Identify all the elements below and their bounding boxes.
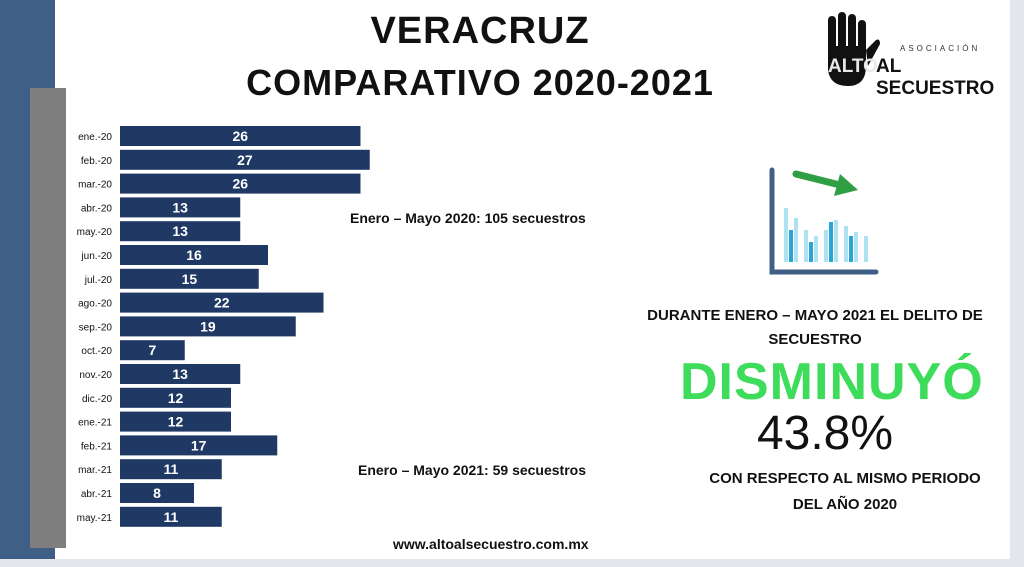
bar xyxy=(120,387,231,408)
category-label: dic.-20 xyxy=(82,394,112,405)
raised-hand-logo-icon xyxy=(828,12,880,86)
category-label: abr.-21 xyxy=(81,489,113,500)
bar xyxy=(120,316,296,337)
bar-value-label: 11 xyxy=(163,509,178,525)
decrease-percent: 43.8% xyxy=(756,407,894,460)
comparison-footer: CON RESPECTO AL MISMO PERIODO DEL AÑO 20… xyxy=(690,466,1000,518)
category-label: may.-20 xyxy=(77,227,113,238)
bar xyxy=(120,411,231,432)
category-label: ago.-20 xyxy=(78,299,112,310)
bottom-edge xyxy=(0,559,1024,567)
category-label: nov.-20 xyxy=(79,370,112,381)
footer-line-2: DEL AÑO 2020 xyxy=(792,496,898,513)
statement-line-2: SECUESTRO xyxy=(768,331,862,348)
bar-value-label: 17 xyxy=(191,437,207,453)
bar-value-label: 22 xyxy=(214,295,230,311)
declining-chart-icon xyxy=(769,167,879,275)
bar xyxy=(120,292,324,313)
bar xyxy=(120,173,361,194)
bar-value-label: 12 xyxy=(168,390,184,406)
bar xyxy=(120,197,241,218)
bar xyxy=(120,245,268,265)
bar xyxy=(120,221,241,242)
category-label: may.-21 xyxy=(77,513,113,524)
category-label: mar.-21 xyxy=(78,465,112,476)
title-line-1: VERACRUZ xyxy=(370,10,590,52)
bar-value-label: 27 xyxy=(237,152,253,168)
bar-value-label: 13 xyxy=(172,366,188,382)
category-label: feb.-20 xyxy=(81,156,113,167)
annotation-2020: Enero – Mayo 2020: 105 secuestros xyxy=(350,210,586,226)
bar-value-label: 26 xyxy=(232,176,248,192)
statement-text: DURANTE ENERO – MAYO 2021 EL DELITO DE S… xyxy=(640,304,990,352)
bar-value-label: 8 xyxy=(153,485,161,501)
title-line-2: COMPARATIVO 2020-2021 xyxy=(246,62,714,103)
bar-value-label: 13 xyxy=(172,223,188,239)
logo-small-text: ASOCIACIÓN xyxy=(900,44,981,53)
category-label: oct.-20 xyxy=(81,346,112,357)
bar xyxy=(120,340,185,361)
right-edge xyxy=(1010,0,1024,567)
category-label: feb.-21 xyxy=(81,441,113,452)
category-label: sep.-20 xyxy=(79,322,113,333)
bar xyxy=(120,268,259,289)
bar xyxy=(120,126,361,146)
bar-value-label: 7 xyxy=(148,342,156,358)
bar xyxy=(120,483,194,503)
bar xyxy=(120,435,278,456)
annotation-2021: Enero – Mayo 2021: 59 secuestros xyxy=(358,462,587,478)
footer-line-1: CON RESPECTO AL MISMO PERIODO xyxy=(709,470,981,487)
decrease-headline: DISMINUYÓ xyxy=(680,353,984,411)
left-gray-bar xyxy=(30,88,66,548)
bar-value-label: 11 xyxy=(163,461,178,477)
bar xyxy=(120,506,222,527)
bar-value-label: 26 xyxy=(232,128,248,144)
monthly-kidnappings-bar-chart: ene.-20 26 feb.-20 27 mar.-20 26 abr.-20 13 may.… xyxy=(77,126,370,527)
statement-line-1: DURANTE ENERO – MAYO 2021 EL DELITO DE xyxy=(647,307,983,324)
category-label: ene.-21 xyxy=(78,418,112,429)
bar-value-label: 13 xyxy=(172,199,188,215)
bar-value-label: 19 xyxy=(200,318,216,334)
bar xyxy=(120,149,370,170)
website-link[interactable]: www.altoalsecuestro.com.mx xyxy=(393,536,589,552)
logo-alto-text: ALTO xyxy=(828,56,878,77)
category-label: ene.-20 xyxy=(78,132,112,143)
bar-value-label: 16 xyxy=(186,247,202,263)
bar xyxy=(120,364,241,384)
bar xyxy=(120,459,222,480)
category-label: mar.-20 xyxy=(78,180,112,191)
logo-name-text: AL SECUESTRO xyxy=(876,56,995,99)
bar-value-label: 12 xyxy=(168,414,184,430)
category-label: jun.-20 xyxy=(80,251,112,262)
bar-value-label: 15 xyxy=(182,271,198,287)
category-label: abr.-20 xyxy=(81,203,113,214)
category-label: jul.-20 xyxy=(84,275,113,286)
